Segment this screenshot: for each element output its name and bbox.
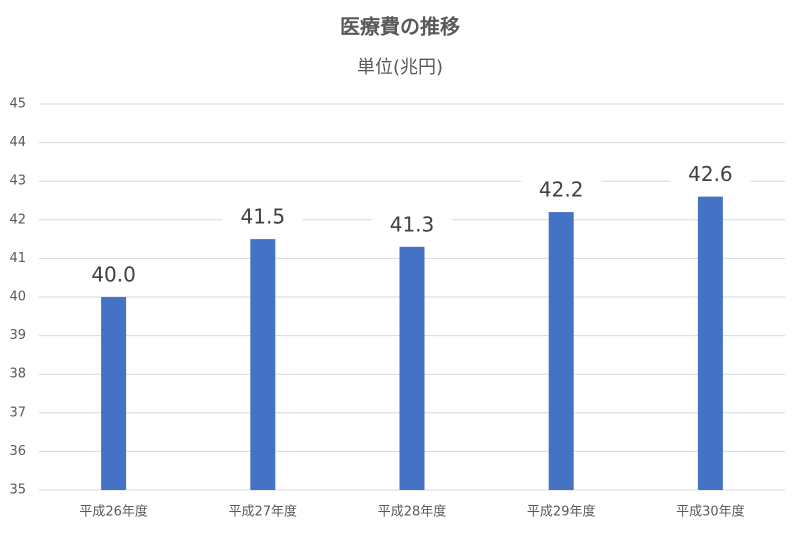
- chart-subtitle: 単位(兆円): [357, 57, 443, 78]
- x-tick-label: 平成28年度: [378, 504, 447, 520]
- y-tick-label: 39: [9, 328, 26, 343]
- data-label: 41.5: [241, 205, 286, 229]
- bar: [250, 239, 276, 490]
- x-tick-label: 平成26年度: [79, 504, 148, 520]
- y-tick-label: 37: [9, 405, 26, 420]
- data-label: 40.0: [91, 263, 136, 287]
- y-tick-label: 45: [9, 97, 26, 112]
- data-label: 42.6: [688, 162, 733, 186]
- data-label: 41.3: [390, 212, 435, 236]
- data-label-background: [73, 262, 154, 290]
- bar: [399, 246, 425, 490]
- x-tick-label: 平成30年度: [676, 504, 745, 520]
- x-tick-label: 平成27年度: [229, 504, 298, 520]
- y-tick-label: 43: [9, 174, 26, 189]
- y-tick-label: 38: [9, 367, 26, 382]
- data-label-background: [222, 204, 303, 233]
- bar: [697, 196, 723, 490]
- y-tick-label: 41: [9, 251, 26, 266]
- x-tick-label: 平成29年度: [527, 504, 596, 520]
- data-label-background: [670, 161, 751, 190]
- bar: [101, 297, 127, 490]
- y-tick-label: 42: [9, 212, 26, 227]
- data-label-background: [521, 177, 602, 206]
- y-tick-label: 36: [9, 444, 26, 459]
- data-label: 42.2: [539, 178, 584, 202]
- chart-title: 医療費の推移: [340, 15, 460, 39]
- bar: [548, 212, 574, 490]
- y-tick-label: 35: [9, 483, 26, 498]
- y-tick-label: 44: [9, 135, 26, 150]
- data-label-background: [372, 211, 452, 240]
- y-tick-label: 40: [9, 290, 26, 305]
